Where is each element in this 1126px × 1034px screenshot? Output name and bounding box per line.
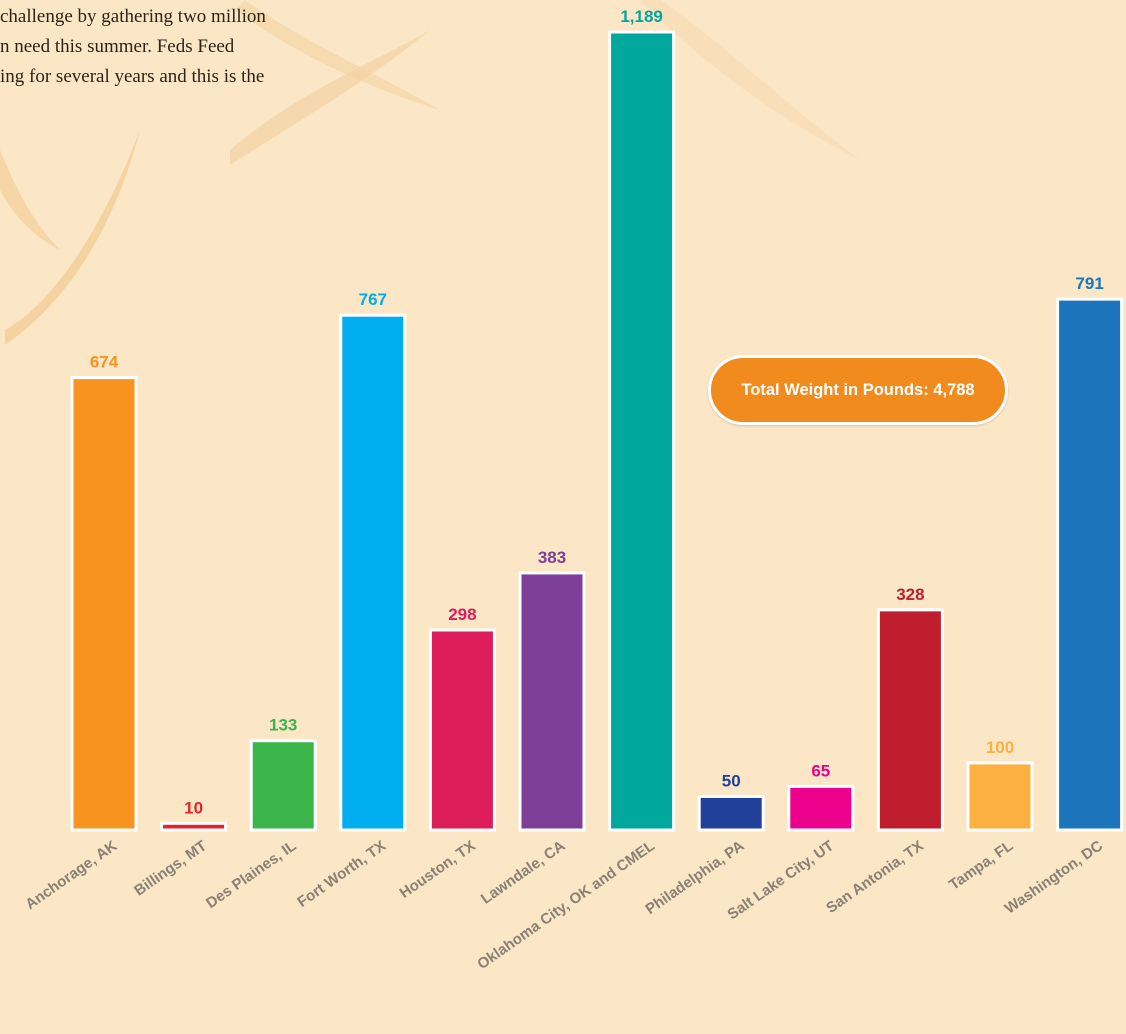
bar <box>697 794 765 832</box>
bar-value-label: 133 <box>269 716 297 735</box>
x-tick-label: Anchorage, AK <box>22 837 120 913</box>
bar <box>1056 297 1124 832</box>
total-weight-badge: Total Weight in Pounds: 4,788 <box>708 355 1008 425</box>
bar <box>518 571 586 832</box>
bar <box>966 761 1034 832</box>
intro-line: ing for several years and this is the <box>0 66 265 87</box>
intro-line: n need this summer. Feds Feed <box>0 36 235 57</box>
x-tick-label: San Antonia, TX <box>823 837 927 917</box>
wheat-leaf-decoration <box>0 150 60 250</box>
bar <box>70 376 138 832</box>
bar-value-label: 1,189 <box>620 7 663 26</box>
x-tick-label: Washington, DC <box>1002 837 1106 917</box>
bar <box>876 608 944 832</box>
intro-paragraph: challenge by gathering two million n nee… <box>0 2 380 92</box>
bar <box>428 628 496 832</box>
bar-value-label: 674 <box>90 353 119 372</box>
bar <box>608 30 676 832</box>
x-tick-label: Houston, TX <box>397 837 479 902</box>
intro-line: challenge by gathering two million <box>0 6 266 27</box>
x-tick-label: Lawndale, CA <box>478 837 568 907</box>
x-tick-label: Des Plaines, IL <box>203 837 299 912</box>
wheat-leaf-decoration <box>235 0 440 110</box>
x-tick-label: Billings, MT <box>131 837 210 899</box>
wheat-leaf-decoration <box>5 130 140 345</box>
bar <box>160 821 228 832</box>
bar <box>249 739 317 832</box>
x-tick-label: Fort Worth, TX <box>294 837 389 911</box>
bar-value-label: 328 <box>896 585 924 604</box>
x-tick-label: Oklahoma City, OK and CMEL <box>474 837 658 973</box>
bar-value-label: 767 <box>359 290 387 309</box>
bar-value-label: 50 <box>722 771 741 790</box>
bar-value-label: 100 <box>986 738 1014 757</box>
bar-value-label: 65 <box>811 761 830 780</box>
bar-value-label: 298 <box>448 605 476 624</box>
bar <box>339 313 407 832</box>
bar-value-label: 791 <box>1075 274 1103 293</box>
wheat-leaf-decoration <box>640 0 860 160</box>
x-tick-label: Tampa, FL <box>946 837 1016 893</box>
bar-value-label: 383 <box>538 548 566 567</box>
wheat-leaf-decoration <box>230 30 430 165</box>
bar-value-label: 10 <box>184 798 203 817</box>
bar <box>787 784 855 832</box>
